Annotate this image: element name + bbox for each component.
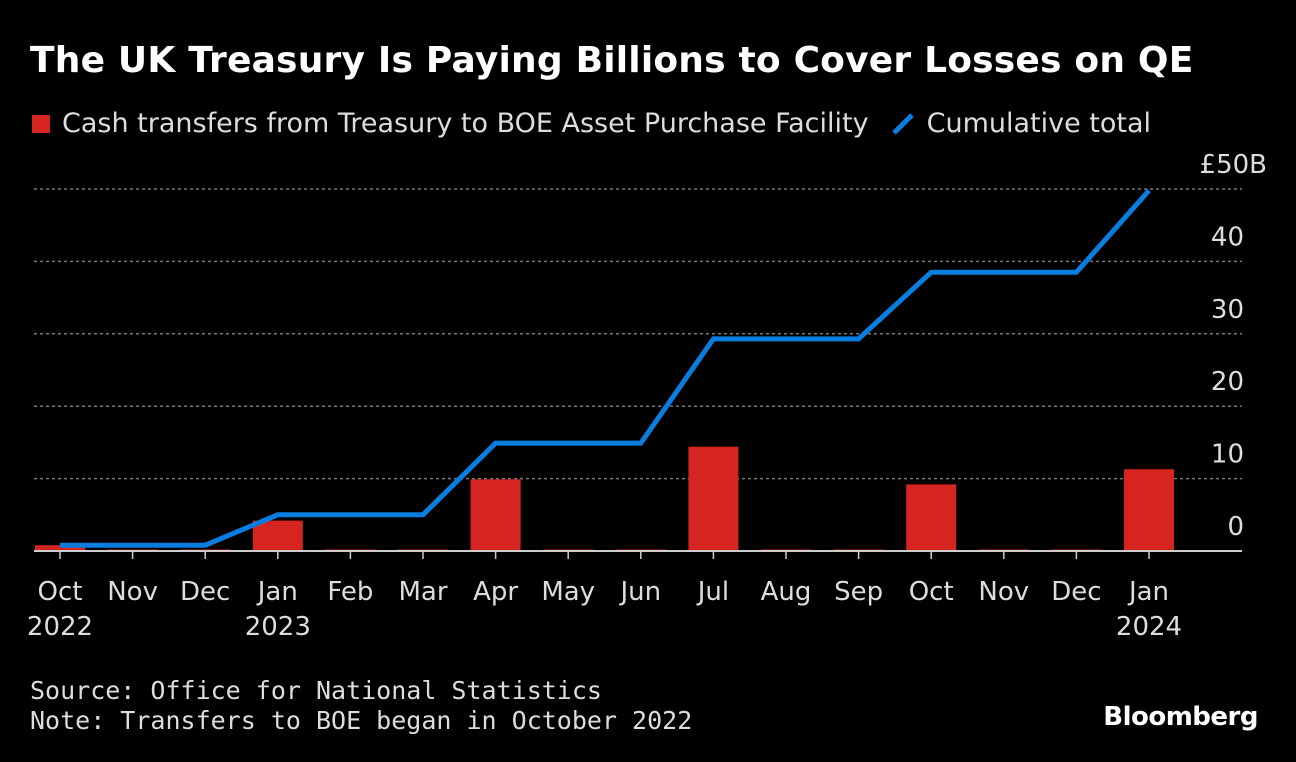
y-tick-label: 20 (1211, 367, 1244, 397)
x-tick-label: Nov (978, 577, 1029, 607)
bar-0 (35, 545, 85, 551)
y-axis-ticks: £50B 40 30 20 10 0 (1200, 150, 1267, 542)
footer: Source: Office for National Statistics N… (30, 676, 692, 736)
gridlines (34, 188, 1242, 480)
x-tick-label: Oct (38, 577, 83, 607)
x-axis-ticks: Oct 2022 Nov Dec Jan 2023 Feb Mar Apr May Jun Jul Au… (27, 551, 1182, 642)
x-tick-label: Feb (327, 577, 373, 607)
x-tick-label: Apr (473, 577, 518, 607)
legend-line-swatch (891, 112, 915, 136)
x-tick-label: Nov (107, 577, 158, 607)
y-tick-label: 0 (1227, 512, 1244, 542)
legend-bar-label: Cash transfers from Treasury to BOE Asse… (62, 108, 869, 139)
x-tick-label: Dec (1051, 577, 1101, 607)
x-year-label: 2024 (1116, 612, 1182, 642)
source-note: Source: Office for National Statistics (30, 676, 602, 705)
legend-bar-swatch (32, 114, 50, 133)
x-tick-label: Jul (696, 577, 729, 607)
x-tick-label: May (541, 577, 595, 607)
x-tick-label: Mar (398, 577, 447, 607)
x-tick-label: Jan (256, 577, 298, 607)
x-tick-label: Dec (180, 577, 230, 607)
bar-15 (1124, 469, 1174, 551)
bar-12 (906, 484, 957, 551)
x-tick-label: Sep (834, 577, 883, 607)
x-year-label: 2022 (27, 612, 93, 642)
bar-3 (252, 520, 303, 551)
bar-9 (688, 446, 739, 551)
y-tick-label: 30 (1211, 295, 1244, 325)
x-tick-label: Oct (909, 577, 954, 607)
x-year-label: 2023 (245, 612, 311, 642)
x-tick-label: Jan (1127, 577, 1169, 607)
bar-6 (470, 479, 521, 551)
y-tick-label: 10 (1211, 440, 1244, 470)
line-series (60, 188, 1151, 548)
y-tick-label: 40 (1211, 222, 1244, 252)
bloomberg-logo: Bloomberg (1103, 702, 1258, 732)
y-tick-label: £50B (1200, 150, 1267, 180)
x-tick-label: Aug (761, 577, 812, 607)
legend: Cash transfers from Treasury to BOE Asse… (32, 108, 1151, 139)
legend-line-label: Cumulative total (926, 108, 1152, 139)
cumulative-line (60, 188, 1151, 548)
chart-title: The UK Treasury Is Paying Billions to Co… (30, 40, 1194, 81)
x-tick-label: Jun (618, 577, 661, 607)
footnote: Note: Transfers to BOE began in October … (30, 706, 693, 735)
bar-series (35, 446, 1174, 551)
